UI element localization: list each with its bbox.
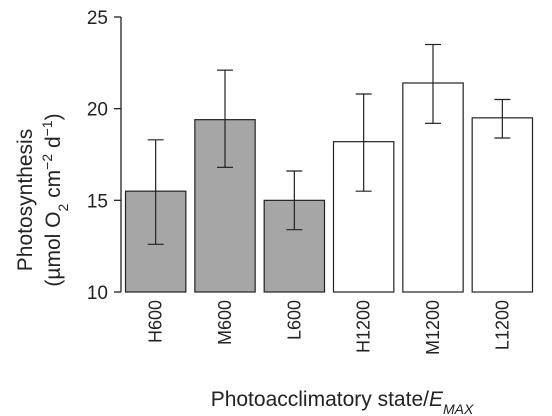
x-tick-label-l600: L600 — [284, 300, 304, 340]
x-tick-label-m1200: M1200 — [423, 300, 443, 355]
error-bars — [147, 43, 511, 245]
x-axis-label: Photoacclimatory state/EMAX — [211, 388, 474, 416]
x-tick-labels: H600 M600 L600 H1200 M1200 L1200 — [146, 300, 513, 355]
y-tick-label: 25 — [87, 8, 108, 29]
y-tick-label: 10 — [87, 283, 108, 304]
x-tick-label-m600: M600 — [215, 300, 235, 345]
y-tick-label: 15 — [87, 191, 108, 212]
y-tick-label: 20 — [87, 100, 108, 121]
bar-l1200 — [471, 117, 534, 293]
bar-m600 — [194, 119, 256, 293]
x-tick-label-h1200: H1200 — [354, 300, 374, 353]
bars — [124, 82, 534, 293]
x-tick-label-l1200: L1200 — [492, 300, 512, 350]
y-axis-label-line2: (µmol O2 cm−2 d−1) — [39, 113, 71, 286]
y-axis: 10 15 20 25 — [87, 8, 122, 304]
y-axis-label-line1: Photosynthesis — [14, 129, 37, 271]
x-tick-label-h600: H600 — [146, 300, 166, 343]
